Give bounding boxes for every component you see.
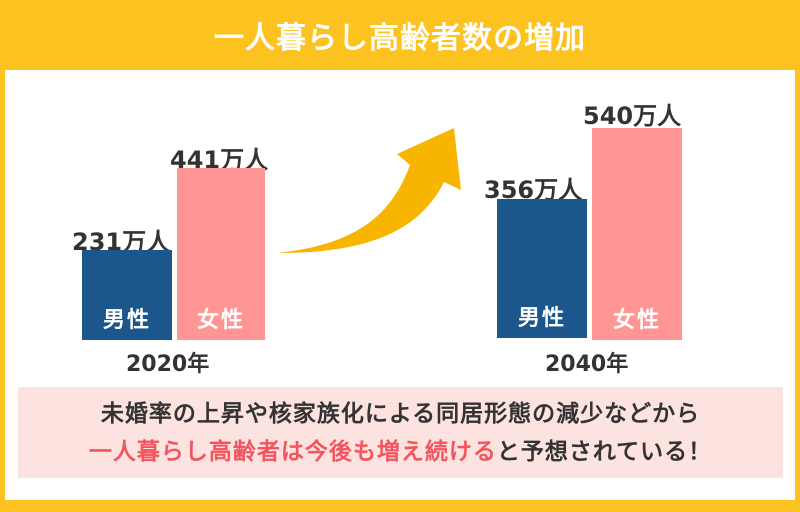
note-line-2: 一人暮らし高齢者は今後も増え続けると予想されている！ <box>89 433 712 471</box>
bar-label-male: 男性 <box>102 308 151 333</box>
page-title: 一人暮らし高齢者数の増加 <box>214 21 586 56</box>
bar-2040-male: 男性 <box>497 199 587 338</box>
note-rest: と予想されている！ <box>496 438 713 465</box>
note-highlight: 一人暮らし高齢者は今後も増え続ける <box>88 438 497 465</box>
value-2040-female: 540万人 <box>583 102 682 130</box>
bar-label-female: 女性 <box>196 308 245 333</box>
year-label-2020: 2020年 <box>126 352 210 377</box>
bar-2020-male: 男性 <box>82 250 172 340</box>
note-box: 未婚率の上昇や核家族化による同居形態の減少などから 一人暮らし高齢者は今後も増え… <box>18 387 783 478</box>
bar-label-female: 女性 <box>612 308 661 333</box>
year-label-2040: 2040年 <box>545 352 629 377</box>
note-line-1: 未婚率の上昇や核家族化による同居形態の減少などから <box>100 400 701 427</box>
bar-2020-female: 女性 <box>177 168 265 340</box>
bar-label-male: 男性 <box>517 306 566 331</box>
bar-2040-female: 女性 <box>592 128 682 340</box>
growth-arrow-icon <box>278 128 461 253</box>
